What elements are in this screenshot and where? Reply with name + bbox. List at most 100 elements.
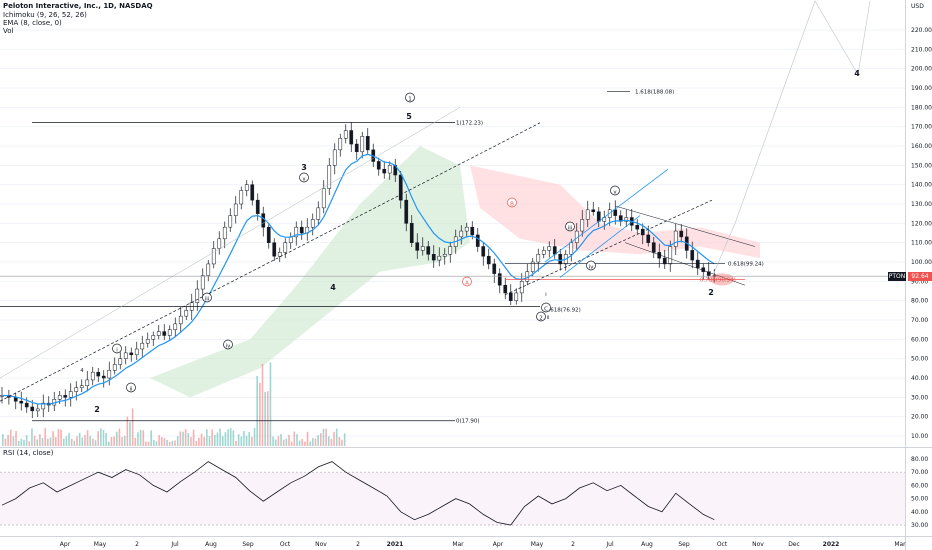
wave-marker (541, 302, 551, 313)
wave-label: iii (568, 226, 573, 232)
candle-body (387, 165, 392, 174)
time-tick-label: Aug (205, 541, 217, 548)
volume-bar (176, 436, 179, 446)
volume-bar (49, 437, 52, 446)
price-tick-label: 60.00 (911, 336, 928, 343)
time-tick-label: Mar (894, 541, 906, 548)
candle-body (255, 199, 260, 214)
candle-body (228, 215, 233, 228)
candle-body (481, 246, 486, 257)
price-tick-label: 210.00 (911, 46, 932, 53)
candle-body (316, 207, 321, 220)
wave-marker (202, 292, 212, 303)
candle-body (35, 408, 40, 412)
channel-line (624, 242, 746, 286)
volume-bar (317, 435, 319, 446)
volume-bar (261, 363, 264, 446)
wave-label: i (116, 348, 118, 354)
candle-body (437, 255, 442, 261)
volume-bar (28, 441, 31, 446)
volume-bar (147, 441, 150, 446)
price-tick-label: 30.00 (911, 394, 928, 401)
candle-body (409, 223, 414, 243)
candle-body (404, 199, 409, 224)
volume-bar (4, 438, 7, 446)
volume-bar (15, 431, 17, 446)
candle-body (79, 385, 84, 388)
volume-bar (198, 437, 200, 446)
price-tick-label: 80.00 (911, 298, 928, 305)
volume-bar (312, 438, 314, 446)
volume-bar (33, 435, 36, 446)
volume-bar (325, 428, 327, 446)
candle-body (338, 138, 343, 151)
wave-label: B (510, 202, 514, 208)
wave-marker (586, 260, 596, 271)
wave-marker (223, 339, 233, 350)
candle-body (41, 402, 46, 410)
time-tick-label: Nov (315, 541, 327, 548)
wave-marker (299, 172, 309, 183)
wave-marker (536, 311, 546, 322)
ichimoku-cloud-green (150, 146, 470, 398)
candle-body (173, 323, 178, 330)
volume-bar (84, 435, 86, 446)
rsi-tick-label: 50.00 (911, 496, 928, 503)
ichimoku-legend[interactable]: Ichimoku (9, 26, 52, 26) (3, 11, 87, 19)
time-tick-label: Sep (242, 541, 254, 548)
volume-legend[interactable]: Vol (3, 27, 14, 35)
volume-bar (129, 422, 131, 446)
target-zone (710, 273, 734, 286)
volume-bar (108, 441, 110, 446)
volume-bar (306, 431, 309, 446)
volume-bar (304, 441, 306, 446)
volume-bar (206, 429, 208, 446)
volume-bar (298, 440, 301, 446)
fib-label: 0.786(90.94) (700, 278, 736, 284)
candle-body (299, 226, 304, 234)
candle-body (145, 339, 150, 344)
volume-bar (235, 440, 237, 446)
volume-bar (17, 440, 20, 446)
trend-line (0, 122, 541, 402)
wave-label: 4 (80, 368, 83, 374)
candle-body (596, 211, 601, 222)
volume-bar (142, 430, 145, 446)
volume-bar (126, 416, 129, 446)
volume-bar (274, 439, 277, 446)
volume-bar (282, 439, 285, 446)
volume-bar (243, 431, 245, 446)
volume-bar (190, 436, 192, 446)
volume-bar (41, 438, 44, 446)
volume-bar (76, 436, 78, 446)
ichimoku-cloud-red (470, 165, 760, 259)
ema-legend[interactable]: EMA (8, close, 0) (3, 19, 62, 27)
projection-path (711, 0, 871, 278)
rsi-legend[interactable]: RSI (14, close) (3, 449, 54, 457)
volume-bar (251, 436, 253, 446)
candle-body (349, 130, 354, 145)
candle-body (497, 273, 502, 286)
candle-body (156, 331, 161, 336)
price-tick-label: 120.00 (911, 220, 932, 227)
volume-bar (163, 437, 166, 446)
candle-body (90, 371, 95, 381)
candle-body (112, 364, 117, 371)
price-tick-label: 180.00 (911, 104, 932, 111)
wave-label: 1 (408, 97, 412, 103)
volume-bar (150, 430, 152, 446)
candle-body (448, 246, 453, 255)
candle-body (624, 217, 629, 222)
candle-body (178, 315, 183, 325)
candle-body (283, 242, 288, 253)
candle-body (200, 275, 205, 290)
volume-bar (229, 428, 232, 446)
wave-label: 4 (330, 283, 336, 292)
candle-body (530, 261, 535, 272)
time-tick-label: 2 (356, 541, 360, 548)
volume-bar (100, 428, 102, 446)
candle-body (519, 281, 524, 294)
wave-marker (565, 221, 575, 232)
volume-bar (113, 436, 115, 446)
